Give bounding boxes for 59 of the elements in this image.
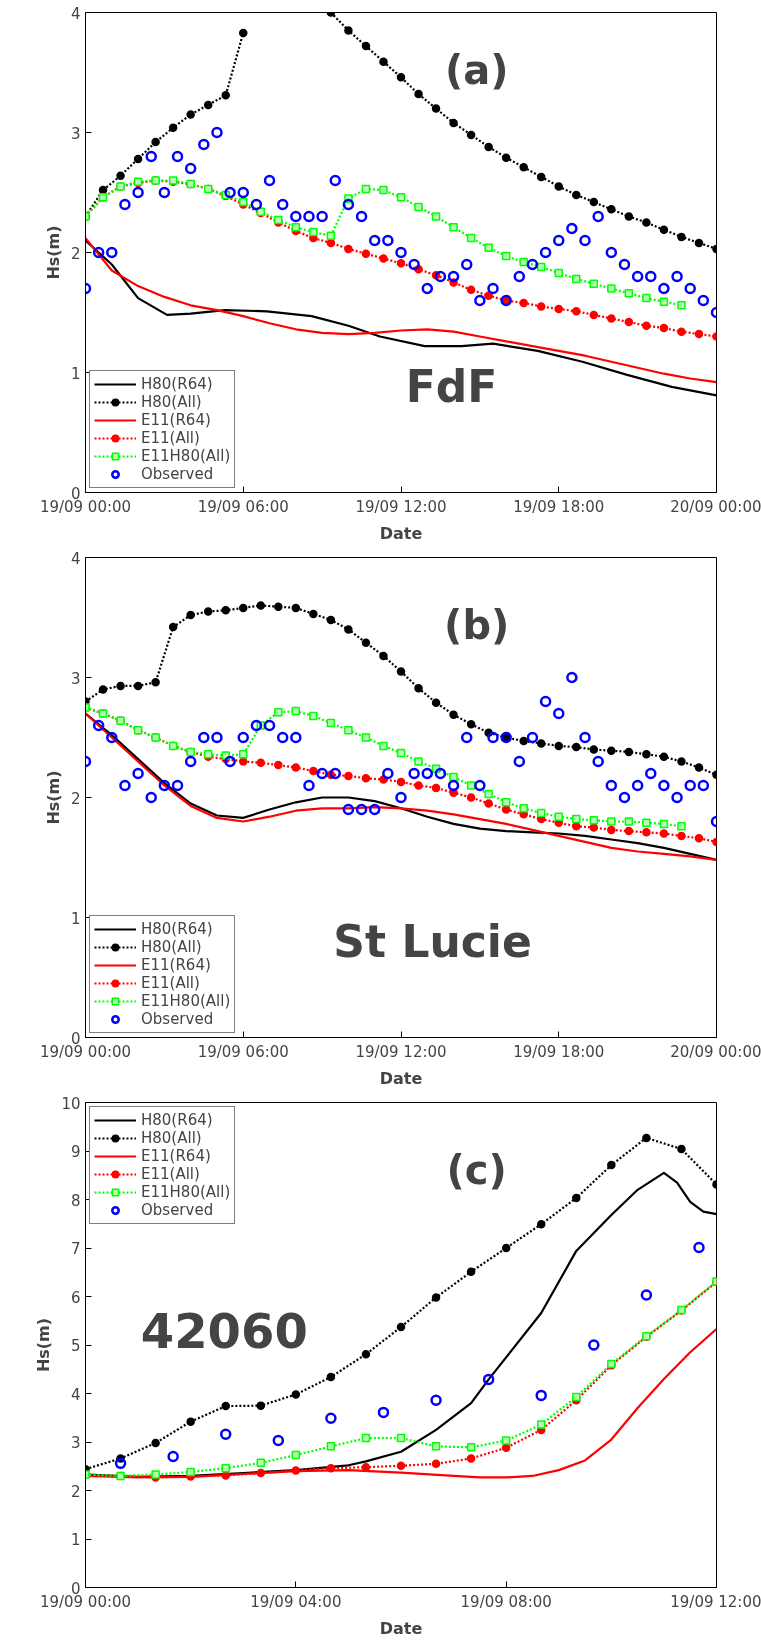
y-tick-label: 4 xyxy=(70,4,81,23)
y-tick-label: 3 xyxy=(70,124,81,143)
x-tick-label: 19/09 18:00 xyxy=(513,497,605,516)
legend-label: E11(R64) xyxy=(141,956,211,974)
y-tick-label: 1 xyxy=(70,364,81,383)
y-axis-title: Hs(m) xyxy=(43,225,63,280)
annotation: (a) xyxy=(444,47,509,94)
x-tick-label: 19/09 12:00 xyxy=(355,497,447,516)
y-tick-label: 3 xyxy=(70,669,81,688)
legend-label: E11H80(All) xyxy=(141,447,231,465)
x-tick-label: 19/09 08:00 xyxy=(460,1592,552,1611)
annotation: FdF xyxy=(405,361,498,413)
y-tick-label: 1 xyxy=(70,1531,81,1549)
legend-label: H80(All) xyxy=(141,393,202,411)
x-tick-label: 19/09 04:00 xyxy=(250,1592,342,1611)
legend-label: E11(R64) xyxy=(141,411,211,429)
legend-label: Observed xyxy=(141,1010,214,1028)
x-axis-title: Date xyxy=(379,1618,423,1638)
y-tick-label: 9 xyxy=(70,1143,81,1161)
legend-label: H80(R64) xyxy=(141,375,213,393)
legend-label: E11(R64) xyxy=(141,1147,211,1165)
legend-label: Observed xyxy=(141,465,214,483)
y-axis-title: Hs(m) xyxy=(34,1317,54,1373)
y-tick-label: 4 xyxy=(70,1385,81,1404)
legend-label: E11H80(All) xyxy=(141,1183,231,1201)
annotation: 42060 xyxy=(140,1302,308,1359)
x-tick-label: 20/09 00:00 xyxy=(670,497,761,516)
y-tick-label: 10 xyxy=(61,1094,81,1113)
x-axis-title: Date xyxy=(379,1068,423,1088)
x-tick-label: 19/09 18:00 xyxy=(513,1042,605,1061)
legend-label: Observed xyxy=(141,1201,214,1219)
legend-label: H80(R64) xyxy=(141,1111,213,1129)
y-tick-label: 7 xyxy=(70,1240,81,1258)
annotation: (c) xyxy=(446,1147,507,1194)
x-tick-label: 19/09 12:00 xyxy=(355,1042,447,1061)
annotation: (b) xyxy=(444,601,510,648)
y-tick-label: 1 xyxy=(70,909,81,928)
x-tick-label: 19/09 06:00 xyxy=(197,1042,289,1061)
y-tick-label: 6 xyxy=(70,1288,81,1307)
legend-label: E11(All) xyxy=(141,974,200,992)
legend-label: H80(R64) xyxy=(141,920,213,938)
legend-label: E11(All) xyxy=(141,429,200,447)
y-tick-label: 3 xyxy=(70,1434,81,1452)
annotation: St Lucie xyxy=(333,916,532,967)
x-tick-label: 19/09 12:00 xyxy=(670,1592,761,1611)
x-axis-title: Date xyxy=(379,523,423,543)
y-tick-label: 2 xyxy=(70,244,81,263)
y-tick-label: 5 xyxy=(70,1337,81,1355)
y-tick-label: 2 xyxy=(70,789,81,808)
x-tick-label: 19/09 06:00 xyxy=(197,497,289,516)
legend-label: E11H80(All) xyxy=(141,992,231,1010)
legend-label: H80(All) xyxy=(141,1129,202,1147)
y-tick-label: 8 xyxy=(70,1191,81,1210)
y-axis-title: Hs(m) xyxy=(43,770,63,825)
y-tick-label: 2 xyxy=(70,1482,81,1501)
legend-label: H80(All) xyxy=(141,938,202,956)
legend-label: E11(All) xyxy=(141,1165,200,1183)
x-tick-label: 20/09 00:00 xyxy=(670,1042,761,1061)
y-tick-label: 4 xyxy=(70,549,81,568)
